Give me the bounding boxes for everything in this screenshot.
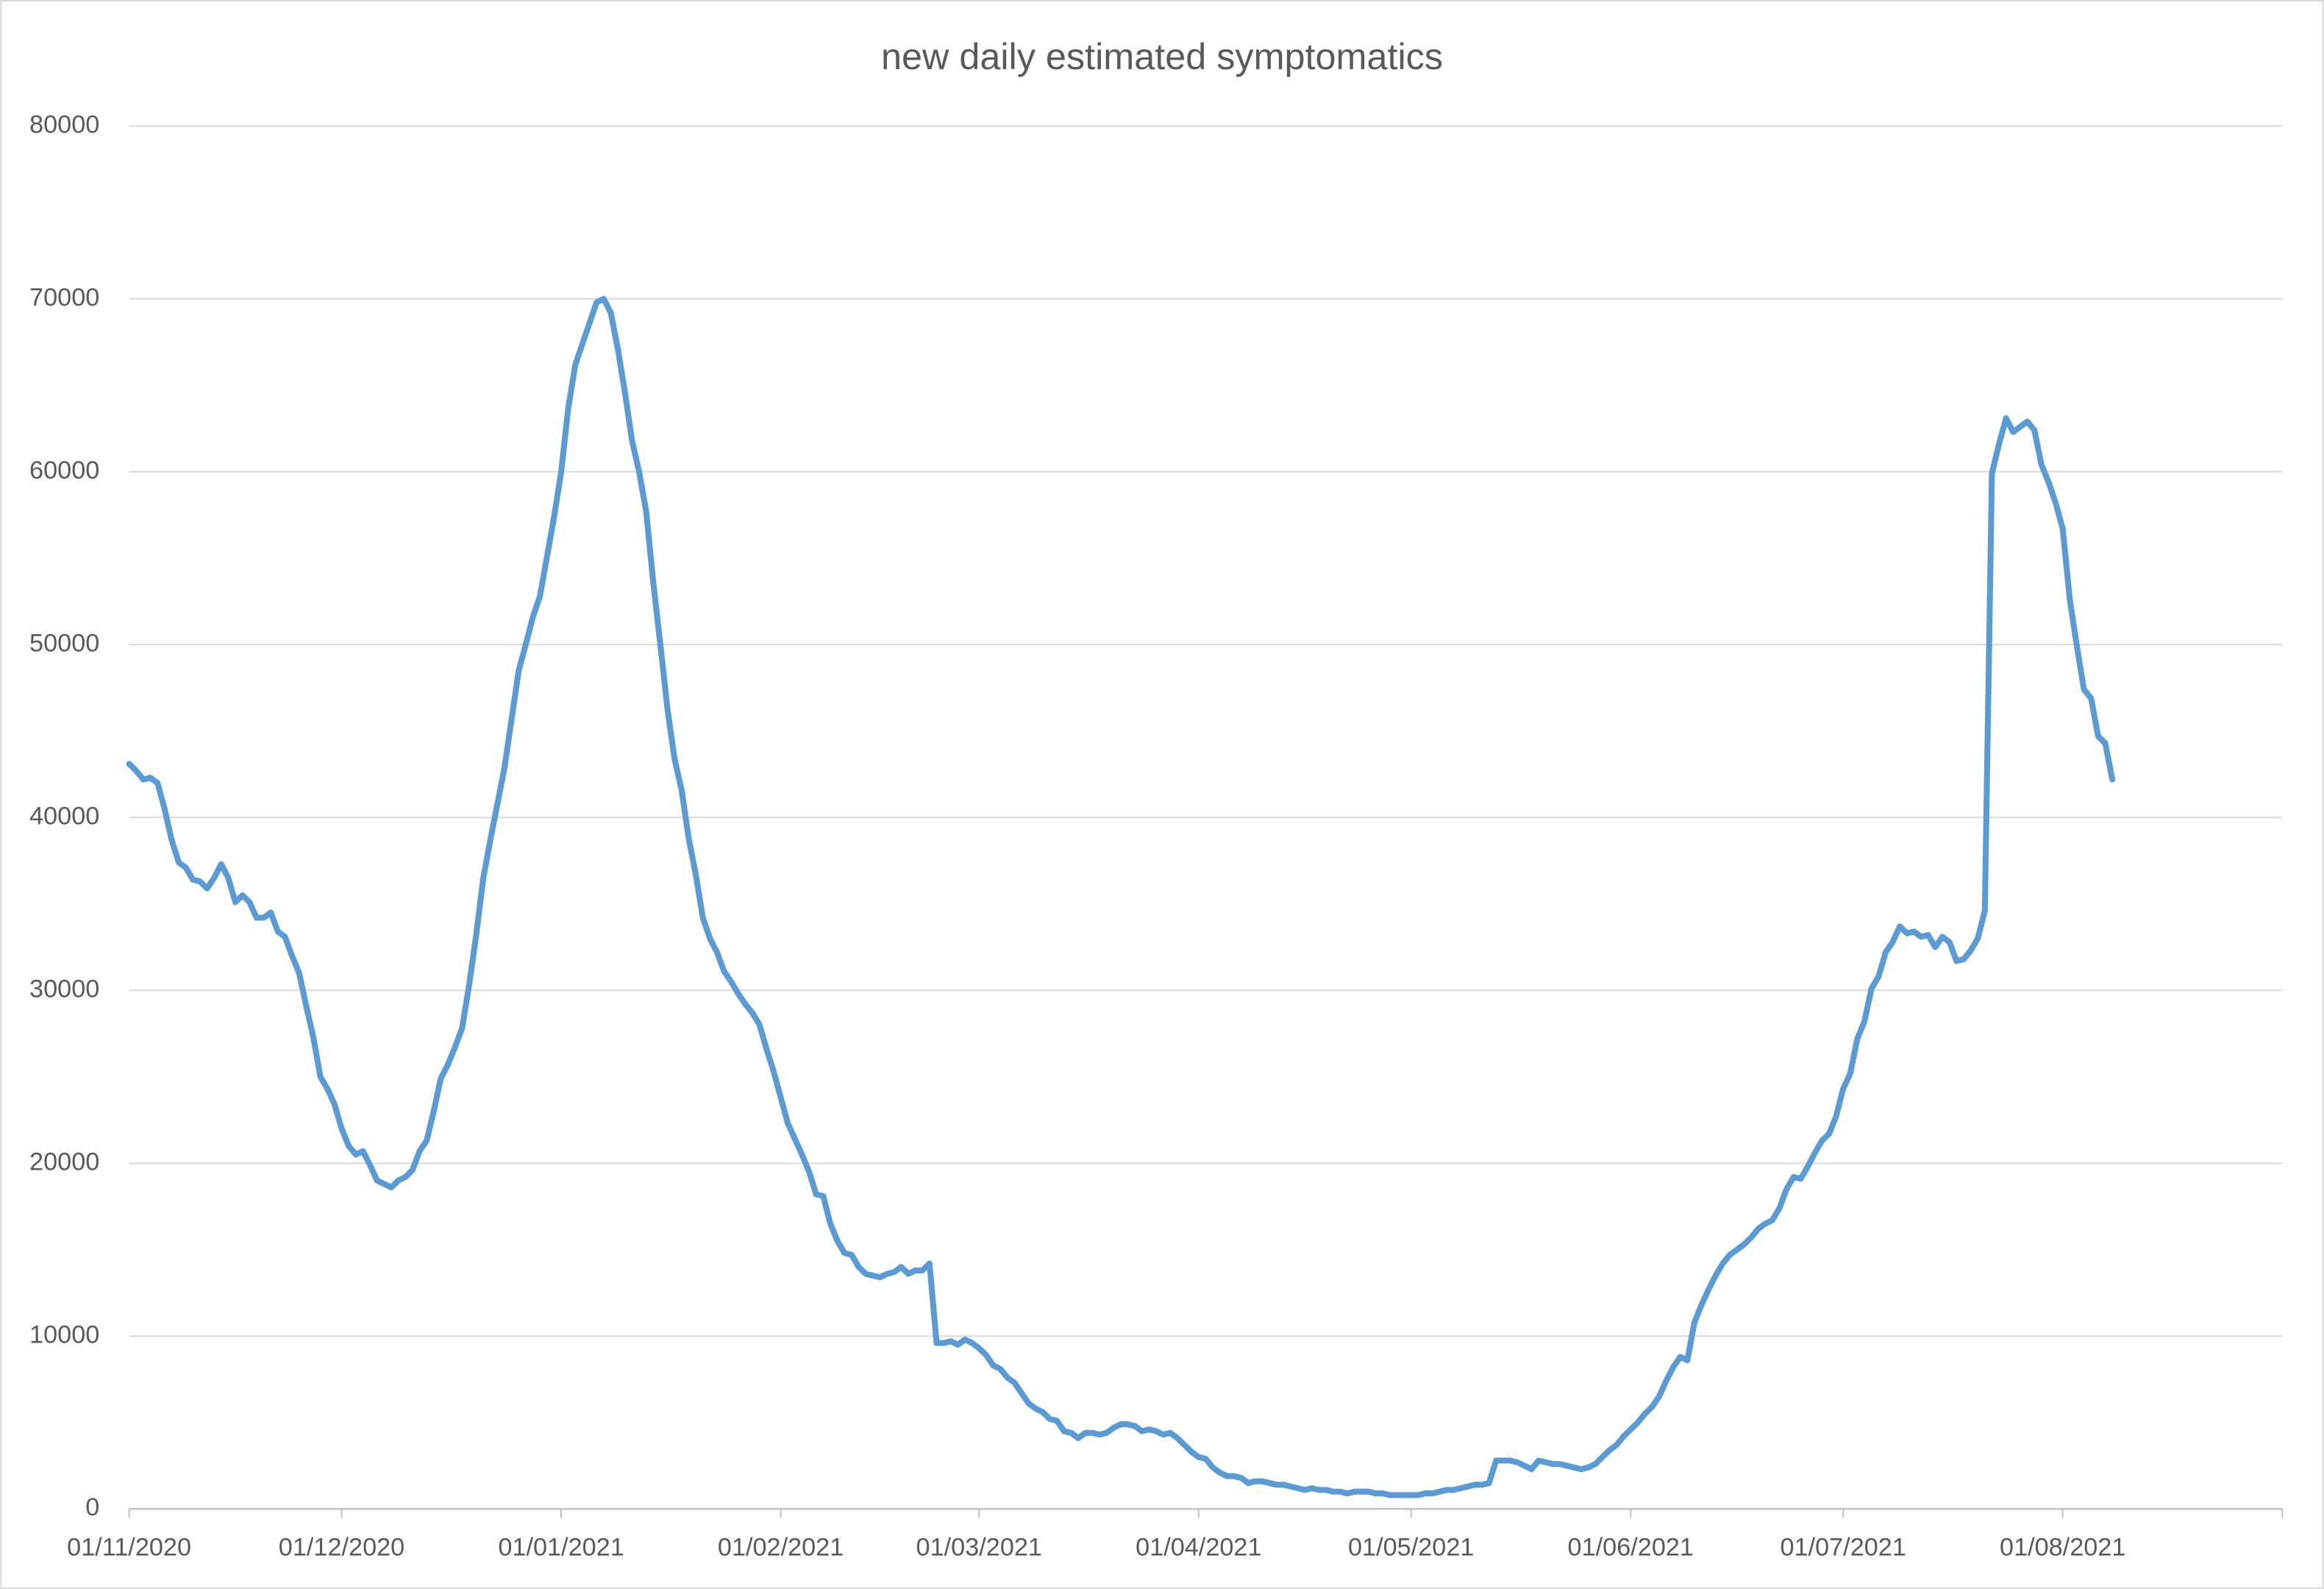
y-tick-label: 70000	[29, 283, 99, 311]
y-tick-label: 0	[85, 1493, 99, 1521]
x-tick-label: 01/05/2021	[1348, 1534, 1474, 1562]
x-tick-label: 01/08/2021	[2000, 1534, 2125, 1562]
y-tick-label: 30000	[29, 975, 99, 1003]
y-tick-label: 80000	[29, 110, 99, 138]
x-tick-label: 01/03/2021	[916, 1534, 1042, 1562]
data-line	[126, 296, 2116, 1499]
x-tick-label: 01/11/2020	[67, 1534, 191, 1562]
y-tick-label: 60000	[29, 456, 99, 484]
x-tick-label: 01/06/2021	[1568, 1534, 1694, 1562]
y-tick-label: 40000	[29, 802, 99, 830]
chart-title: new daily estimated symptomatics	[881, 35, 1443, 77]
x-tick-label: 01/12/2020	[279, 1534, 404, 1562]
x-tick-label: 01/04/2021	[1136, 1534, 1261, 1562]
x-tick-label: 01/07/2021	[1780, 1534, 1906, 1562]
y-tick-label: 50000	[29, 629, 99, 657]
x-tick-label: 01/01/2021	[498, 1534, 624, 1562]
y-tick-label: 10000	[29, 1320, 99, 1348]
x-tick-label: 01/02/2021	[718, 1534, 844, 1562]
y-tick-label: 20000	[29, 1148, 99, 1176]
